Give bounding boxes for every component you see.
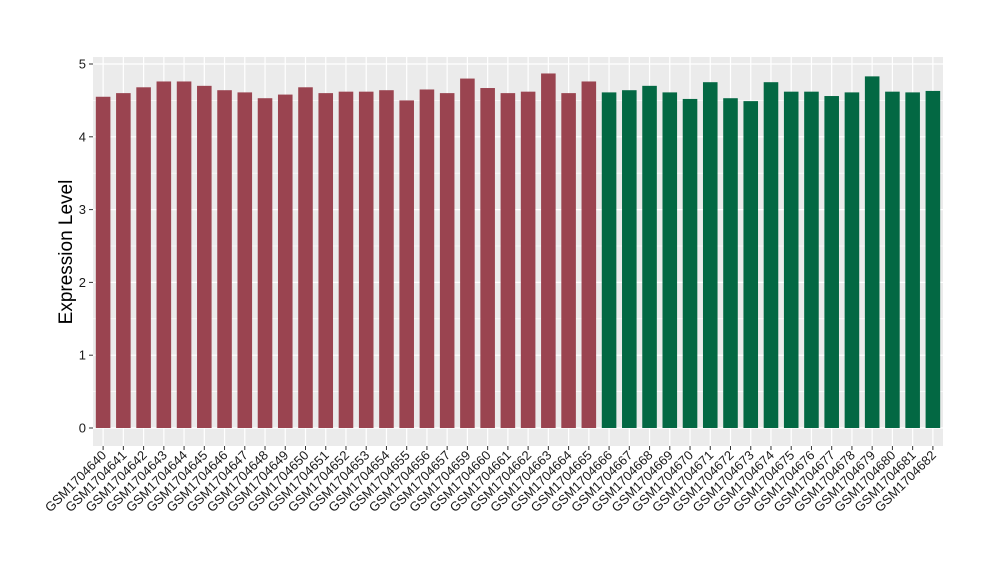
- bar: [95, 96, 111, 428]
- bar: [399, 100, 414, 429]
- bar: [925, 90, 941, 428]
- bar: [723, 98, 738, 428]
- bar: [702, 82, 718, 428]
- bar: [743, 101, 759, 429]
- y-tick-label: 5: [79, 57, 86, 72]
- bar: [460, 78, 475, 428]
- bar: [176, 81, 192, 429]
- bar: [622, 90, 637, 428]
- bar: [824, 96, 839, 429]
- y-tick-label: 0: [79, 421, 86, 436]
- bars: [95, 73, 941, 429]
- bar: [581, 81, 597, 429]
- bar: [136, 87, 151, 429]
- y-axis: 0 1 2 3 4 5: [79, 57, 93, 436]
- bar: [358, 91, 374, 428]
- bar: [197, 85, 212, 428]
- bar: [480, 88, 495, 429]
- bar: [662, 92, 678, 428]
- bar: [237, 92, 253, 428]
- bar: [885, 91, 900, 428]
- bar: [419, 89, 435, 428]
- y-axis-title: Expression Level: [56, 180, 77, 325]
- bar: [642, 85, 657, 428]
- y-tick-label: 1: [79, 348, 86, 363]
- bar: [116, 93, 131, 429]
- bar: [905, 92, 920, 428]
- y-tick-label: 2: [79, 275, 86, 290]
- bar: [682, 98, 698, 428]
- bar: [298, 87, 313, 429]
- bar: [783, 91, 799, 428]
- bar: [257, 98, 273, 428]
- bar: [844, 92, 860, 428]
- bar: [379, 90, 394, 428]
- bar: [520, 91, 536, 428]
- bar: [318, 93, 334, 429]
- y-tick-label: 3: [79, 202, 86, 217]
- bar: [561, 93, 576, 429]
- bar: [217, 90, 232, 428]
- y-tick-label: 4: [79, 129, 86, 144]
- bar: [277, 94, 293, 429]
- bar: [763, 82, 779, 428]
- bar: [864, 76, 880, 428]
- plot-panel: [93, 57, 943, 446]
- bar: [601, 92, 617, 428]
- bar: [439, 93, 455, 429]
- bar: [541, 73, 556, 429]
- bar: [500, 93, 516, 429]
- bar: [338, 91, 354, 428]
- bar: [804, 91, 819, 428]
- x-axis: GSM1704640GSM1704641GSM1704642GSM1704643…: [42, 446, 939, 515]
- bar: [156, 81, 172, 429]
